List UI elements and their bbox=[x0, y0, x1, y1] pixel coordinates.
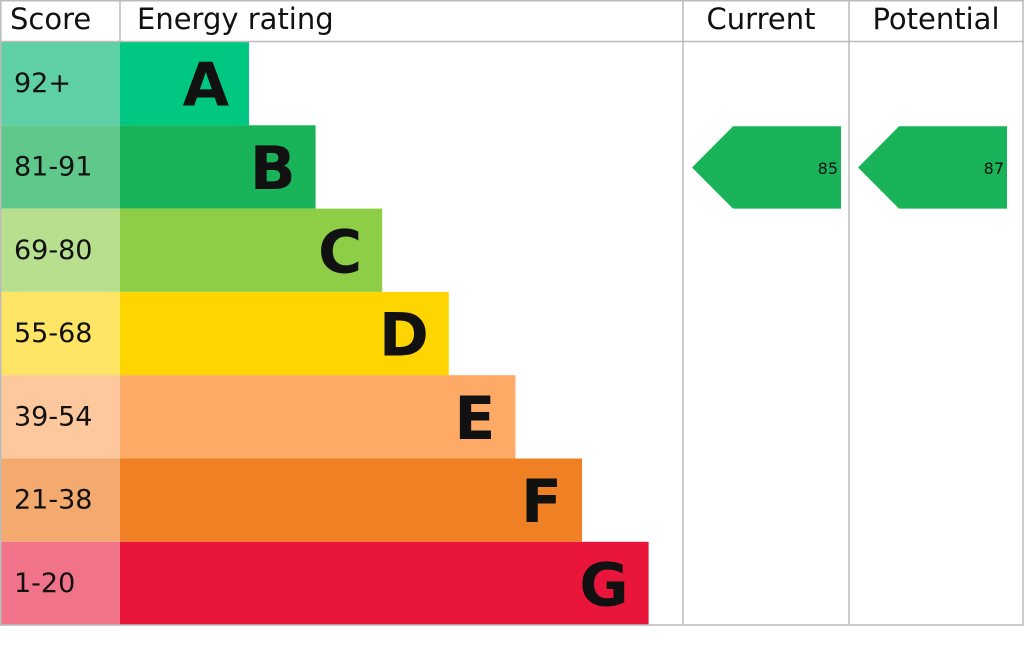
score-label: 69-80 bbox=[14, 235, 92, 266]
score-label: 39-54 bbox=[14, 401, 92, 432]
score-cell bbox=[0, 208, 120, 292]
rating-arrow bbox=[858, 126, 1007, 209]
score-label: 21-38 bbox=[14, 485, 92, 516]
score-cell bbox=[0, 125, 120, 209]
rating-bar bbox=[120, 291, 449, 376]
column-header: Potential bbox=[872, 2, 999, 36]
rating-bar bbox=[120, 42, 249, 126]
rating-bar bbox=[120, 375, 516, 459]
rating-bar bbox=[120, 208, 383, 292]
rating-letter: E bbox=[454, 384, 495, 454]
rating-bar bbox=[120, 541, 649, 626]
score-label: 1-20 bbox=[14, 568, 75, 599]
rating-letter: D bbox=[379, 301, 429, 371]
rating-letter: F bbox=[521, 467, 562, 537]
score-cell bbox=[0, 42, 120, 126]
rating-arrow bbox=[692, 126, 841, 209]
rating-letter: A bbox=[183, 51, 230, 121]
score-label: 55-68 bbox=[14, 318, 92, 349]
score-cell bbox=[0, 375, 120, 459]
rating-bar bbox=[120, 458, 582, 542]
column-header: Current bbox=[707, 2, 816, 36]
score-cell bbox=[0, 291, 120, 376]
rating-arrow-label: 87 bbox=[984, 159, 1004, 178]
column-header: Score bbox=[10, 2, 91, 36]
score-label: 81-91 bbox=[14, 151, 92, 182]
rating-letter: G bbox=[579, 550, 628, 620]
rating-letter: C bbox=[318, 217, 362, 287]
rating-bar bbox=[120, 125, 316, 209]
rating-arrow-label: 85 bbox=[818, 159, 838, 178]
column-header: Energy rating bbox=[137, 2, 334, 36]
score-label: 92+ bbox=[14, 68, 71, 99]
score-cell bbox=[0, 458, 120, 542]
rating-letter: B bbox=[250, 134, 296, 204]
score-cell bbox=[0, 541, 120, 626]
